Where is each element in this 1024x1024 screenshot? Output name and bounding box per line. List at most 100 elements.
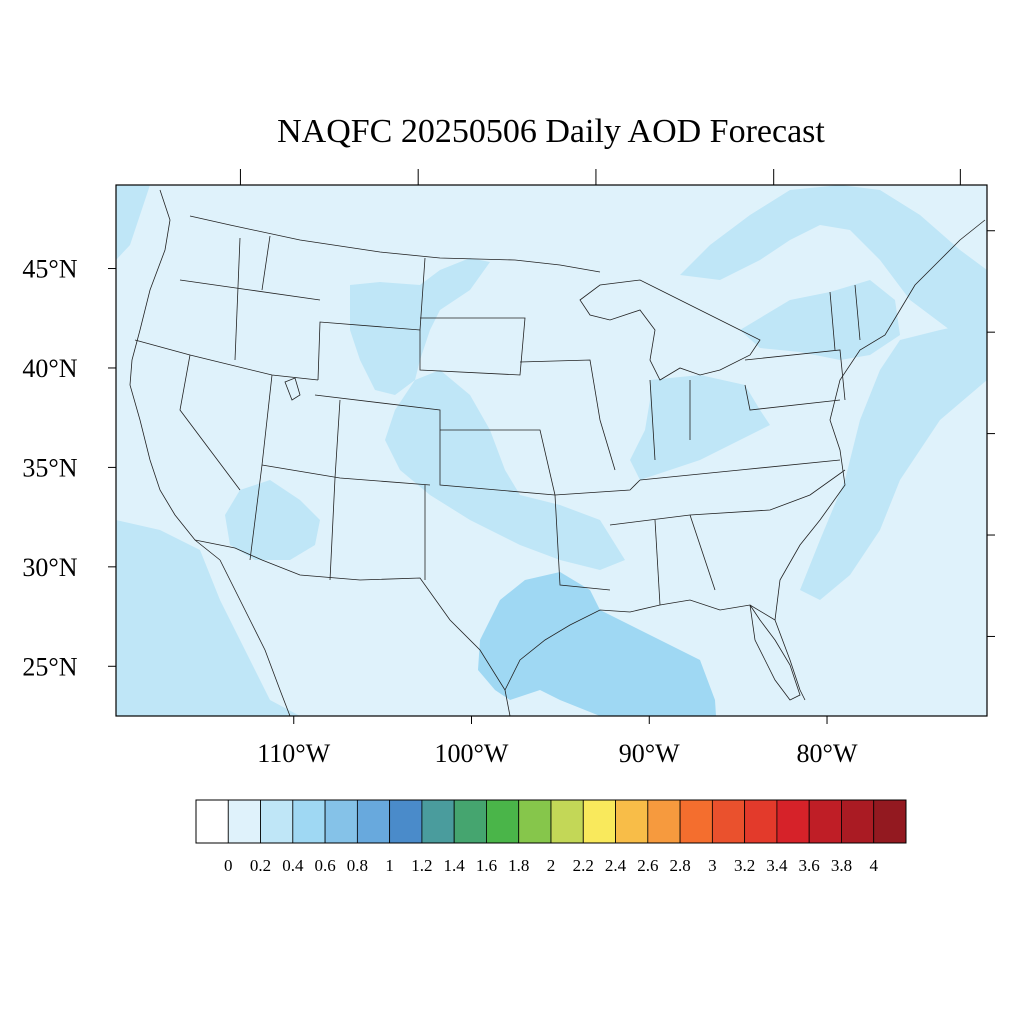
- latitude-axis: 45°N 40°N 35°N 30°N 25°N: [22, 230, 995, 681]
- lat-label: 40°N: [22, 354, 77, 383]
- colorbar-swatch: [647, 799, 681, 844]
- colorbar-label: 1.2: [411, 856, 432, 875]
- colorbar-label: 3.8: [831, 856, 852, 875]
- state-line: [854, 284, 861, 341]
- colorbar-swatch: [324, 799, 358, 844]
- great-lakes-outline: [579, 279, 761, 381]
- colorbar-label: 3.6: [799, 856, 820, 875]
- map-title: NAQFC 20250506 Daily AOD Forecast: [277, 113, 825, 150]
- colorbar-swatch: [615, 799, 649, 844]
- state-line: [519, 359, 616, 471]
- colorbar-label: 1.6: [476, 856, 497, 875]
- lat-label: 30°N: [22, 553, 77, 582]
- lat-label: 35°N: [22, 453, 77, 482]
- state-line: [554, 494, 611, 591]
- state-line: [329, 399, 341, 581]
- map-frame: [115, 184, 988, 717]
- colorbar-label: 3: [708, 856, 717, 875]
- state-line: [744, 349, 846, 401]
- state-line: [554, 479, 641, 496]
- colorbar-label: 0.8: [347, 856, 368, 875]
- colorbar-swatch: [518, 799, 552, 844]
- colorbar-swatch: [582, 799, 616, 844]
- colorbar-swatch: [873, 799, 907, 844]
- pacific-coastline: [129, 189, 221, 561]
- state-line: [179, 279, 321, 301]
- us-canada-border: [189, 215, 601, 273]
- colorbar-swatch: [292, 799, 326, 844]
- aod-region-pacific: [116, 185, 300, 716]
- colorbar-label: 3.2: [734, 856, 755, 875]
- colorbar-swatch: [679, 799, 713, 844]
- baja-coastline: [219, 559, 291, 716]
- lon-label: 100°W: [435, 739, 509, 768]
- aod-field: [116, 185, 987, 716]
- state-line: [317, 257, 426, 381]
- aod-colorbar: 0 0.2 0.4 0.6 0.8 1 1.2 1.4 1.6 1.8 2 2.2 2.4 2.6 2.8 3…: [195, 799, 907, 875]
- colorbar-label: 2: [547, 856, 556, 875]
- state-line: [179, 354, 241, 491]
- colorbar-label: 1: [385, 856, 394, 875]
- colorbar-swatch: [260, 799, 294, 844]
- state-line: [654, 519, 661, 606]
- lat-label: 45°N: [22, 255, 77, 284]
- aod-region-canada-east: [680, 185, 987, 330]
- lat-label: 25°N: [22, 652, 77, 681]
- colorbar-swatch: [711, 799, 746, 844]
- colorbar-swatch: [227, 799, 261, 844]
- state-line: [639, 459, 841, 481]
- state-boundaries: [129, 189, 986, 716]
- aod-region-southwest: [225, 480, 320, 560]
- colorbar-swatch: [486, 799, 520, 844]
- colorbar-label: 0.6: [314, 856, 335, 875]
- florida-outline: [749, 604, 801, 701]
- colorbar-label: 4: [869, 856, 878, 875]
- colorbar-swatch: [356, 799, 391, 844]
- longitude-axis: 110°W 100°W 90°W 80°W: [239, 169, 961, 768]
- colorbar-swatch: [776, 799, 810, 844]
- colorbar-label: 2.2: [573, 856, 594, 875]
- state-line: [649, 379, 656, 461]
- colorbar-label: 3.4: [766, 856, 788, 875]
- state-line: [829, 291, 836, 351]
- colorbar-label: 2.8: [669, 856, 690, 875]
- lon-label: 110°W: [257, 739, 330, 768]
- colorbar-label: 0: [224, 856, 233, 875]
- colorbar-swatch: [389, 799, 423, 844]
- colorbar-swatch: [808, 799, 842, 844]
- state-line: [440, 429, 556, 496]
- gulf-coastline: [504, 599, 806, 701]
- state-line: [609, 469, 846, 526]
- state-line: [234, 237, 241, 361]
- state-line: [261, 464, 431, 486]
- colorbar-swatch: [453, 799, 487, 844]
- map-panel: 45°N 40°N 35°N 30°N 25°N 110°W 100°W 90°W 80°W: [22, 169, 995, 768]
- state-line: [419, 317, 526, 376]
- state-line: [134, 339, 319, 381]
- lon-label: 90°W: [619, 739, 680, 768]
- colorbar-swatch: [744, 799, 778, 844]
- colorbar-label: 2.4: [605, 856, 627, 875]
- colorbar-label: 0.2: [250, 856, 271, 875]
- state-line: [744, 384, 841, 411]
- colorbar-swatch: [550, 799, 584, 844]
- colorbar-swatch: [421, 799, 455, 844]
- aod-region-ohio-valley: [630, 375, 770, 480]
- state-line: [689, 514, 716, 591]
- state-line: [261, 235, 271, 291]
- colorbar-label: 1.4: [444, 856, 466, 875]
- us-mexico-border: [194, 539, 511, 716]
- colorbar-label: 0.4: [282, 856, 304, 875]
- aod-region-atlantic-offshore: [800, 320, 987, 600]
- colorbar-frame: [195, 799, 907, 844]
- colorbar-label: 2.6: [637, 856, 658, 875]
- colorbar-label: 1.8: [508, 856, 529, 875]
- colorbar-swatch: [841, 799, 875, 844]
- state-line: [314, 394, 556, 496]
- aod-region-texas-gulf: [478, 572, 716, 716]
- lon-label: 80°W: [797, 739, 858, 768]
- aod-region-central-plains: [385, 370, 625, 570]
- atlantic-coastline: [774, 219, 986, 621]
- great-salt-lake: [284, 377, 301, 401]
